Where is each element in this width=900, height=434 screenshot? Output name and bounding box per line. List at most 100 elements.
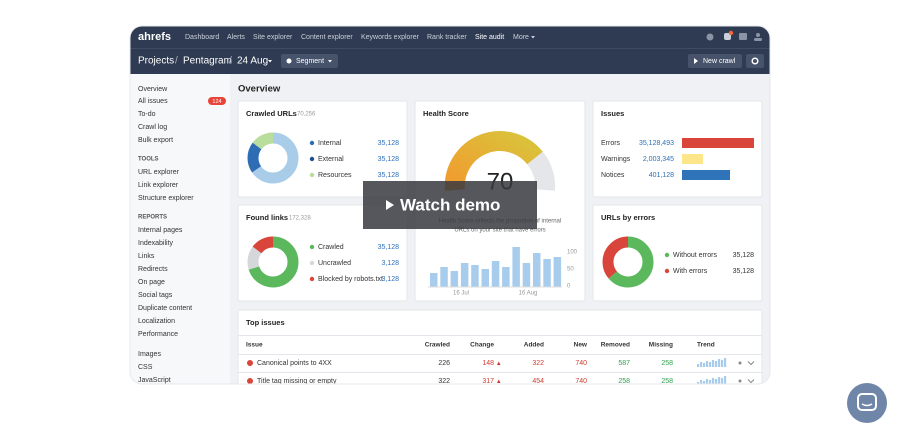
menu-icon[interactable] (738, 379, 742, 383)
trend-bar (709, 380, 712, 384)
sidebar-link[interactable]: Performance (138, 331, 178, 338)
chat-button[interactable] (847, 383, 887, 423)
history-bar (440, 267, 448, 287)
gauge-fill (444, 131, 543, 191)
legend-value[interactable]: 3,128 (381, 260, 399, 267)
nav-link[interactable]: Alerts (227, 34, 245, 41)
nav-link[interactable]: Keywords explorer (361, 34, 420, 41)
expand-icon[interactable] (747, 379, 755, 384)
issue-bar (682, 154, 703, 164)
sidebar-link[interactable]: Structure explorer (138, 195, 194, 202)
history-bar (460, 263, 469, 287)
legend-value[interactable]: 35,128 (378, 156, 400, 163)
legend-value[interactable]: 35,128 (378, 244, 400, 251)
sidebar-link[interactable]: Internal pages (138, 227, 183, 234)
cell: 258 (618, 378, 630, 385)
user-icon[interactable] (754, 38, 762, 41)
sidebar (130, 74, 230, 384)
axis-label: 100 (567, 250, 578, 256)
logo[interactable]: ahrefs (138, 31, 171, 43)
issue-value[interactable]: 35,128,493 (639, 140, 674, 147)
cell: 740 (575, 360, 587, 367)
new-crawl-button[interactable] (688, 54, 742, 68)
sidebar-link[interactable]: JavaScript (138, 377, 171, 384)
page-title: Overview (238, 84, 281, 95)
sidebar-link[interactable]: Overview (138, 86, 168, 93)
sidebar-link[interactable]: Crawl log (138, 124, 167, 131)
legend-label: With errors (673, 268, 708, 275)
header (130, 26, 770, 74)
sidebar-link[interactable]: CSS (138, 364, 153, 371)
legend-label: Resources (318, 172, 352, 179)
sidebar-link[interactable]: To-do (138, 111, 156, 118)
column-header[interactable]: Removed (601, 342, 630, 349)
trend-bar (718, 377, 721, 384)
legend-value[interactable]: 3,128 (381, 276, 399, 283)
app-window: ahrefs Dashboard Alerts Site explorer Co… (130, 26, 770, 385)
issue-name[interactable]: Title tag missing or empty (257, 378, 337, 385)
sidebar-link[interactable]: Link explorer (138, 182, 179, 189)
nav-link[interactable]: Content explorer (301, 34, 353, 41)
column-header[interactable]: Added (524, 342, 544, 349)
column-header[interactable]: Trend (697, 342, 715, 349)
issue-value[interactable]: 2,003,345 (643, 156, 674, 163)
sidebar-link[interactable]: On page (138, 279, 165, 286)
nav-link[interactable]: Site explorer (253, 34, 293, 41)
sidebar-link[interactable]: Links (138, 253, 155, 260)
help-icon[interactable] (706, 33, 714, 41)
sidebar-link[interactable]: URL explorer (138, 169, 180, 176)
card-title: Health Score (423, 109, 469, 118)
sidebar-link[interactable]: Localization (138, 318, 175, 325)
nav-link[interactable]: Dashboard (185, 34, 219, 41)
gear-icon (751, 57, 759, 65)
column-header[interactable]: Issue (246, 342, 263, 349)
column-header[interactable]: Crawled (425, 342, 450, 349)
segment-button[interactable] (281, 54, 338, 68)
axis-label: 16 Aug (519, 291, 538, 297)
sidebar-link[interactable]: Images (138, 351, 161, 358)
sidebar-link[interactable]: Duplicate content (138, 305, 192, 312)
issue-name[interactable]: Canonical points to 4XX (257, 360, 332, 367)
legend-dot (309, 156, 315, 162)
breadcrumb[interactable]: Projects (138, 56, 174, 67)
breadcrumb[interactable]: 24 Aug (237, 56, 268, 67)
user-icon[interactable] (756, 33, 760, 37)
separator: / (229, 56, 232, 67)
nav-link[interactable]: Rank tracker (427, 34, 467, 41)
trend-bar (712, 360, 715, 367)
sidebar-link[interactable]: Redirects (138, 266, 168, 273)
sidebar-link[interactable]: All issues (138, 98, 168, 105)
issue-bar (682, 170, 730, 180)
trend-bar (706, 379, 709, 384)
breadcrumb[interactable]: Pentagram (183, 56, 232, 67)
divider (238, 354, 762, 355)
expand-icon[interactable] (747, 361, 755, 366)
column-header[interactable]: Missing (649, 342, 673, 349)
divider (238, 372, 762, 373)
column-header[interactable]: Change (470, 342, 494, 349)
column-header[interactable]: New (574, 342, 588, 349)
cell: 454 (532, 378, 544, 385)
settings-button[interactable] (746, 54, 764, 68)
sidebar-link[interactable]: Social tags (138, 292, 173, 299)
legend-label: Internal (318, 140, 342, 147)
history-bar (471, 265, 479, 287)
history-bar (450, 271, 459, 287)
legend-value[interactable]: 35,128 (378, 140, 400, 147)
cell: 226 (438, 360, 450, 367)
sidebar-link[interactable]: Bulk export (138, 137, 173, 144)
menu-icon[interactable] (738, 361, 742, 365)
separator: / (175, 56, 178, 67)
caret (328, 60, 332, 63)
trend-bar (721, 378, 724, 384)
divider (130, 48, 770, 49)
legend-dot (664, 252, 670, 258)
nav-link[interactable]: More (513, 34, 529, 41)
bell-icon[interactable] (724, 33, 731, 40)
legend-value[interactable]: 35,128 (378, 172, 400, 179)
issue-value[interactable]: 401,128 (649, 172, 674, 179)
card-title: URLs by errors (601, 213, 655, 222)
nav-link-active[interactable]: Site audit (475, 34, 504, 41)
sidebar-link[interactable]: Indexability (138, 240, 174, 247)
window-icon[interactable] (739, 33, 747, 40)
